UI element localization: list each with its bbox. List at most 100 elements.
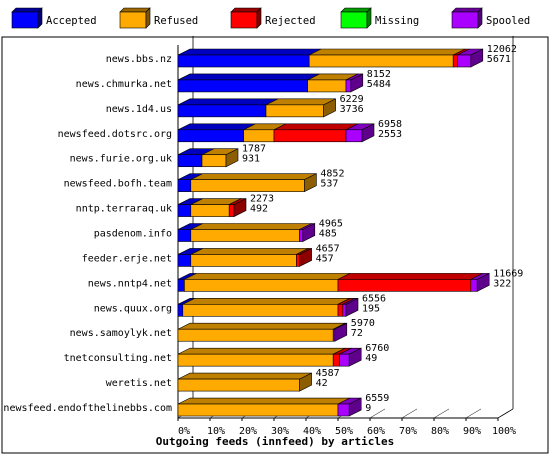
bar-segment-top [190, 173, 317, 180]
x-tick-label: 60% [367, 426, 385, 437]
bar-segment-side [476, 272, 490, 292]
x-tick-label: 30% [271, 426, 289, 437]
bar-segment-side [470, 48, 484, 68]
bar-segment [228, 204, 235, 217]
legend-swatch-side [37, 7, 43, 29]
category-label: news.chmurka.net [76, 79, 172, 90]
bar-segment [190, 179, 305, 192]
bar-value-bottom: 49 [365, 353, 377, 364]
bar-segment [296, 254, 300, 267]
bar-segment [177, 154, 203, 168]
bar-value-top: 8152 [367, 69, 391, 80]
bar-value-top: 4965 [319, 219, 343, 230]
x-axis-title: Outgoing feeds (innfeed) by articles [156, 435, 394, 448]
x-tick-label: 10% [207, 426, 225, 437]
x-tick-label: 80% [431, 426, 449, 437]
bar-value-top: 12062 [487, 44, 517, 55]
bar-segment [345, 79, 352, 93]
legend-swatch [230, 11, 258, 29]
bars [177, 48, 490, 417]
bar-segment-top [337, 273, 483, 280]
legend-swatch [119, 11, 147, 29]
bar-value-top: 1787 [242, 144, 266, 155]
bar-segment-top [177, 98, 279, 106]
bar-value-top: 2273 [250, 194, 274, 205]
bar-segment [177, 279, 185, 292]
legend-swatch-top [11, 7, 43, 13]
x-tick-label: 90% [463, 426, 481, 437]
category-label: newsfeed.dotsrc.org [58, 129, 172, 140]
x-tick-depth [465, 408, 482, 419]
bar-segment [345, 129, 363, 143]
bar-value-bottom: 322 [493, 278, 511, 289]
bar-value-top: 6559 [365, 393, 389, 404]
bar-segment-side [350, 73, 364, 93]
bar-segment-top [190, 223, 312, 230]
bar-segment-side [304, 173, 317, 193]
bar-segment [177, 129, 244, 143]
category-label: news.furie.org.uk [70, 154, 172, 165]
category-label: nntp.terraraq.uk [76, 204, 172, 215]
category-label: tnetconsulting.net [64, 353, 172, 364]
category-label: news.samoylyk.net [70, 328, 172, 339]
bar-segment [182, 303, 339, 317]
category-label: pasdenom.info [94, 229, 172, 240]
bar-value-bottom: 195 [362, 303, 380, 314]
legend-label: Refused [154, 15, 198, 27]
bar-segment [265, 104, 324, 118]
legend-swatch-side [477, 7, 483, 29]
x-tick-label: 70% [399, 426, 417, 437]
bar-segment-side [334, 322, 348, 342]
bar-segment [190, 229, 300, 242]
bar-segment-side [348, 397, 362, 417]
x-tick-depth [401, 408, 418, 419]
bar-segment-side [323, 98, 336, 118]
x-tick-label: 100% [492, 426, 516, 437]
bar-segment [243, 129, 275, 143]
bar-segment-top [177, 123, 256, 131]
category-label: news.nntp4.net [88, 278, 172, 289]
bar-segment-side [361, 123, 375, 143]
bar-segment [308, 54, 454, 68]
bar-value-bottom: 492 [250, 204, 268, 215]
legend-swatch-side [366, 7, 372, 29]
x-tick-label: 50% [335, 426, 353, 437]
bar-value-bottom: 2553 [378, 129, 402, 140]
bar-segment [177, 254, 192, 267]
bar-segment-top [177, 322, 346, 330]
x-tick-depth [433, 408, 450, 419]
legend-swatch [11, 11, 39, 29]
bar-value-bottom: 5671 [487, 54, 511, 65]
bar-segment-top [177, 347, 346, 355]
bar-segment [457, 54, 472, 68]
bar-segment [177, 328, 334, 342]
bar-segment [339, 353, 350, 367]
bar-value-top: 6556 [362, 293, 386, 304]
bar-segment-top [177, 372, 312, 380]
bar-segment [337, 279, 472, 292]
bar-value-bottom: 485 [319, 229, 337, 240]
bar-value-bottom: 931 [242, 154, 260, 165]
legend-label: Missing [375, 15, 419, 27]
legend-swatch-side [256, 7, 262, 29]
bar-segment-side [233, 198, 247, 218]
bar-value-top: 5970 [351, 318, 375, 329]
category-label: news.1d4.us [106, 104, 172, 115]
bar-segment [177, 79, 308, 93]
bar-value-bottom: 457 [316, 253, 334, 264]
x-tick-depth [369, 408, 386, 419]
category-labels: news.bbs.nz news.chmurka.net news.1d4.us ne… [3, 54, 172, 414]
bar-value-top: 4657 [316, 243, 340, 254]
bar-segment [332, 353, 340, 367]
bar-segment-side [302, 223, 316, 242]
bar-segment [177, 303, 184, 317]
bar-segment [177, 229, 192, 242]
legend-swatch-top [230, 7, 262, 13]
category-label: weretis.net [106, 378, 172, 389]
bar-value-bottom: 537 [320, 179, 338, 190]
bar-value-top: 11669 [493, 268, 523, 279]
bar-value-bottom: 5484 [367, 79, 391, 90]
bar-segment [342, 303, 347, 317]
